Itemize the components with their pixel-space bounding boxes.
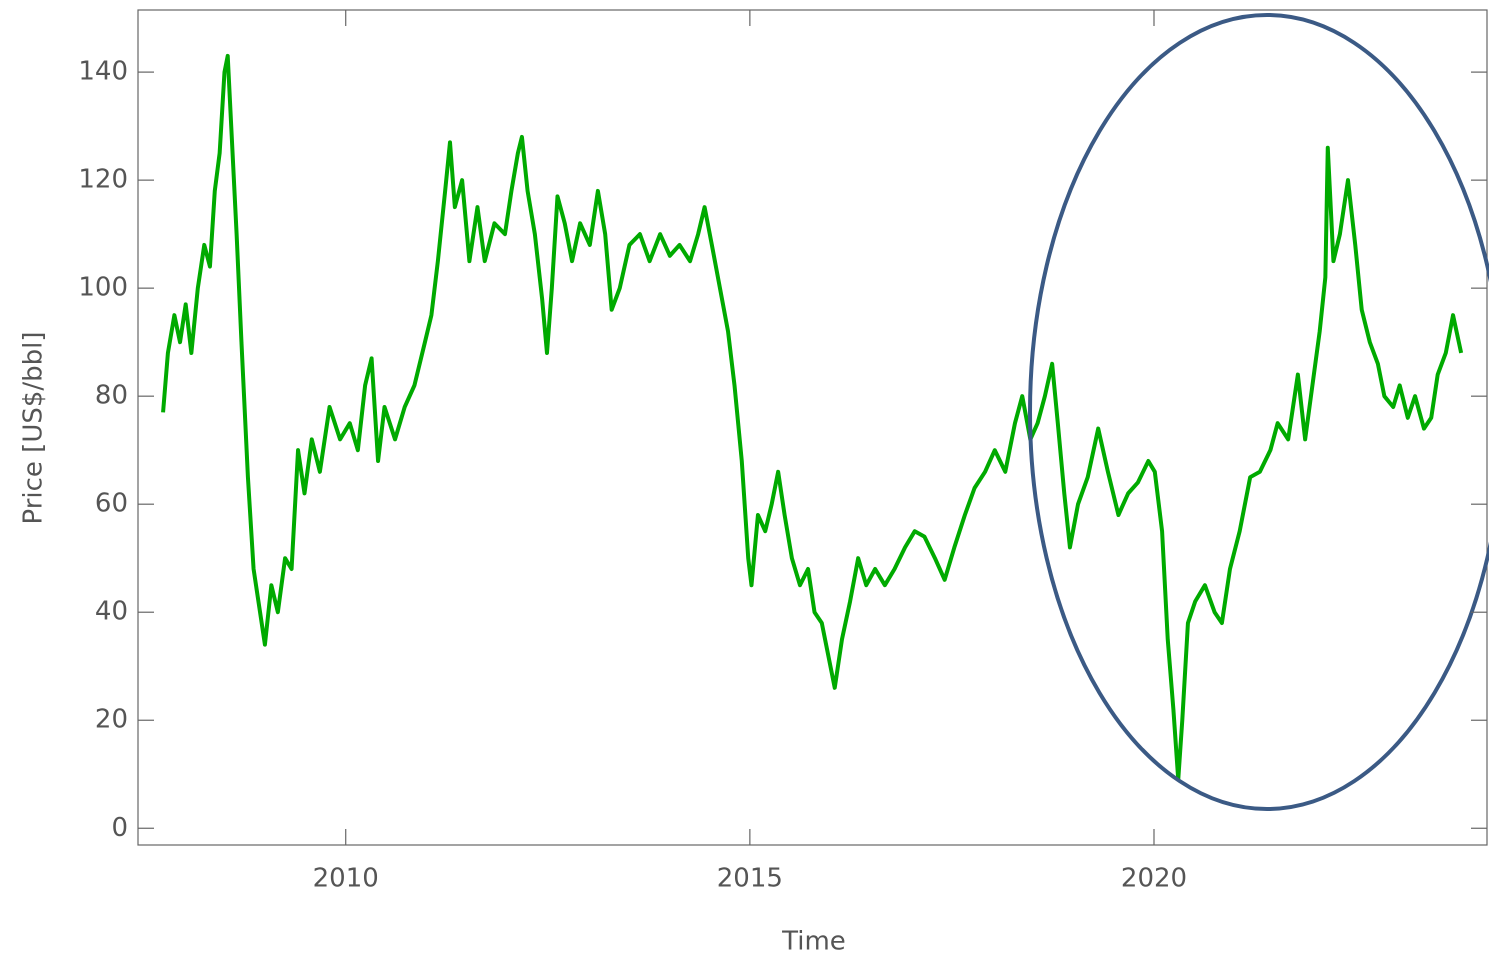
y-tick-label: 60 [95,489,128,519]
y-axis-label: Price [US$/bbl] [19,331,49,524]
plot-area [161,53,1464,782]
y-tick-label: 100 [78,273,128,303]
y-tick-label: 20 [95,705,128,735]
y-tick-label: 120 [78,165,128,195]
y-tick-label: 80 [95,381,128,411]
x-axis-label: Time [781,927,846,957]
y-tick-label: 140 [78,57,128,87]
y-tick-label: 40 [95,597,128,627]
y-tick-label: 0 [111,813,128,843]
price-line [161,53,1464,782]
plot-frame [137,9,1488,846]
x-tick-label: 2015 [717,864,783,894]
highlight-ellipse [1028,13,1489,811]
x-tick-label: 2010 [313,864,379,894]
x-tick-label: 2020 [1121,864,1187,894]
